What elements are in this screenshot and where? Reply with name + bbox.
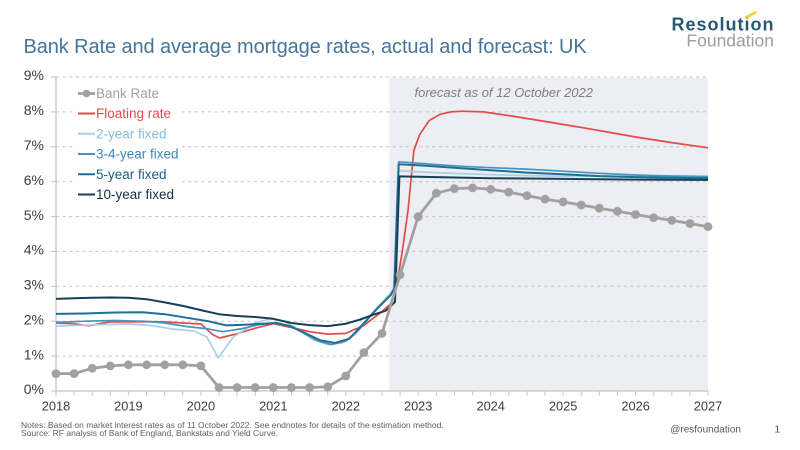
svg-text:1%: 1% (24, 346, 44, 362)
svg-text:3-4-year fixed: 3-4-year fixed (96, 147, 179, 162)
svg-text:9%: 9% (24, 67, 44, 83)
svg-text:Foundation: Foundation (686, 31, 774, 51)
svg-text:10-year fixed: 10-year fixed (96, 187, 174, 202)
svg-text:5%: 5% (24, 207, 44, 223)
svg-text:Resolution: Resolution (672, 15, 775, 35)
svg-text:@resfoundation: @resfoundation (670, 425, 741, 436)
svg-text:4%: 4% (24, 242, 44, 258)
svg-text:2018: 2018 (42, 399, 70, 414)
svg-text:2020: 2020 (187, 399, 215, 414)
svg-text:1: 1 (774, 425, 780, 436)
svg-text:2019: 2019 (114, 399, 142, 414)
svg-text:Floating rate: Floating rate (96, 106, 171, 121)
svg-text:2025: 2025 (549, 399, 577, 414)
svg-text:2%: 2% (24, 311, 44, 327)
svg-text:2024: 2024 (476, 399, 504, 414)
svg-text:Notes: Based on market interes: Notes: Based on market interest rates as… (21, 420, 444, 430)
svg-text:Bank Rate: Bank Rate (96, 86, 159, 101)
svg-text:Source: RF analysis of Bank of: Source: RF analysis of Bank of England, … (21, 428, 278, 438)
svg-text:2022: 2022 (332, 399, 360, 414)
svg-text:forecast as of 12 October 2022: forecast as of 12 October 2022 (415, 85, 594, 100)
svg-text:3%: 3% (24, 277, 44, 293)
svg-text:5-year fixed: 5-year fixed (96, 167, 167, 182)
svg-text:8%: 8% (24, 102, 44, 118)
svg-text:6%: 6% (24, 172, 44, 188)
svg-text:2021: 2021 (259, 399, 287, 414)
svg-text:0%: 0% (24, 381, 44, 397)
svg-text:7%: 7% (24, 137, 44, 153)
svg-text:2026: 2026 (621, 399, 649, 414)
svg-text:2-year fixed: 2-year fixed (96, 127, 167, 142)
svg-text:2027: 2027 (694, 399, 722, 414)
svg-text:2023: 2023 (404, 399, 432, 414)
svg-text:Bank Rate and average mortgage: Bank Rate and average mortgage rates, ac… (24, 36, 588, 58)
